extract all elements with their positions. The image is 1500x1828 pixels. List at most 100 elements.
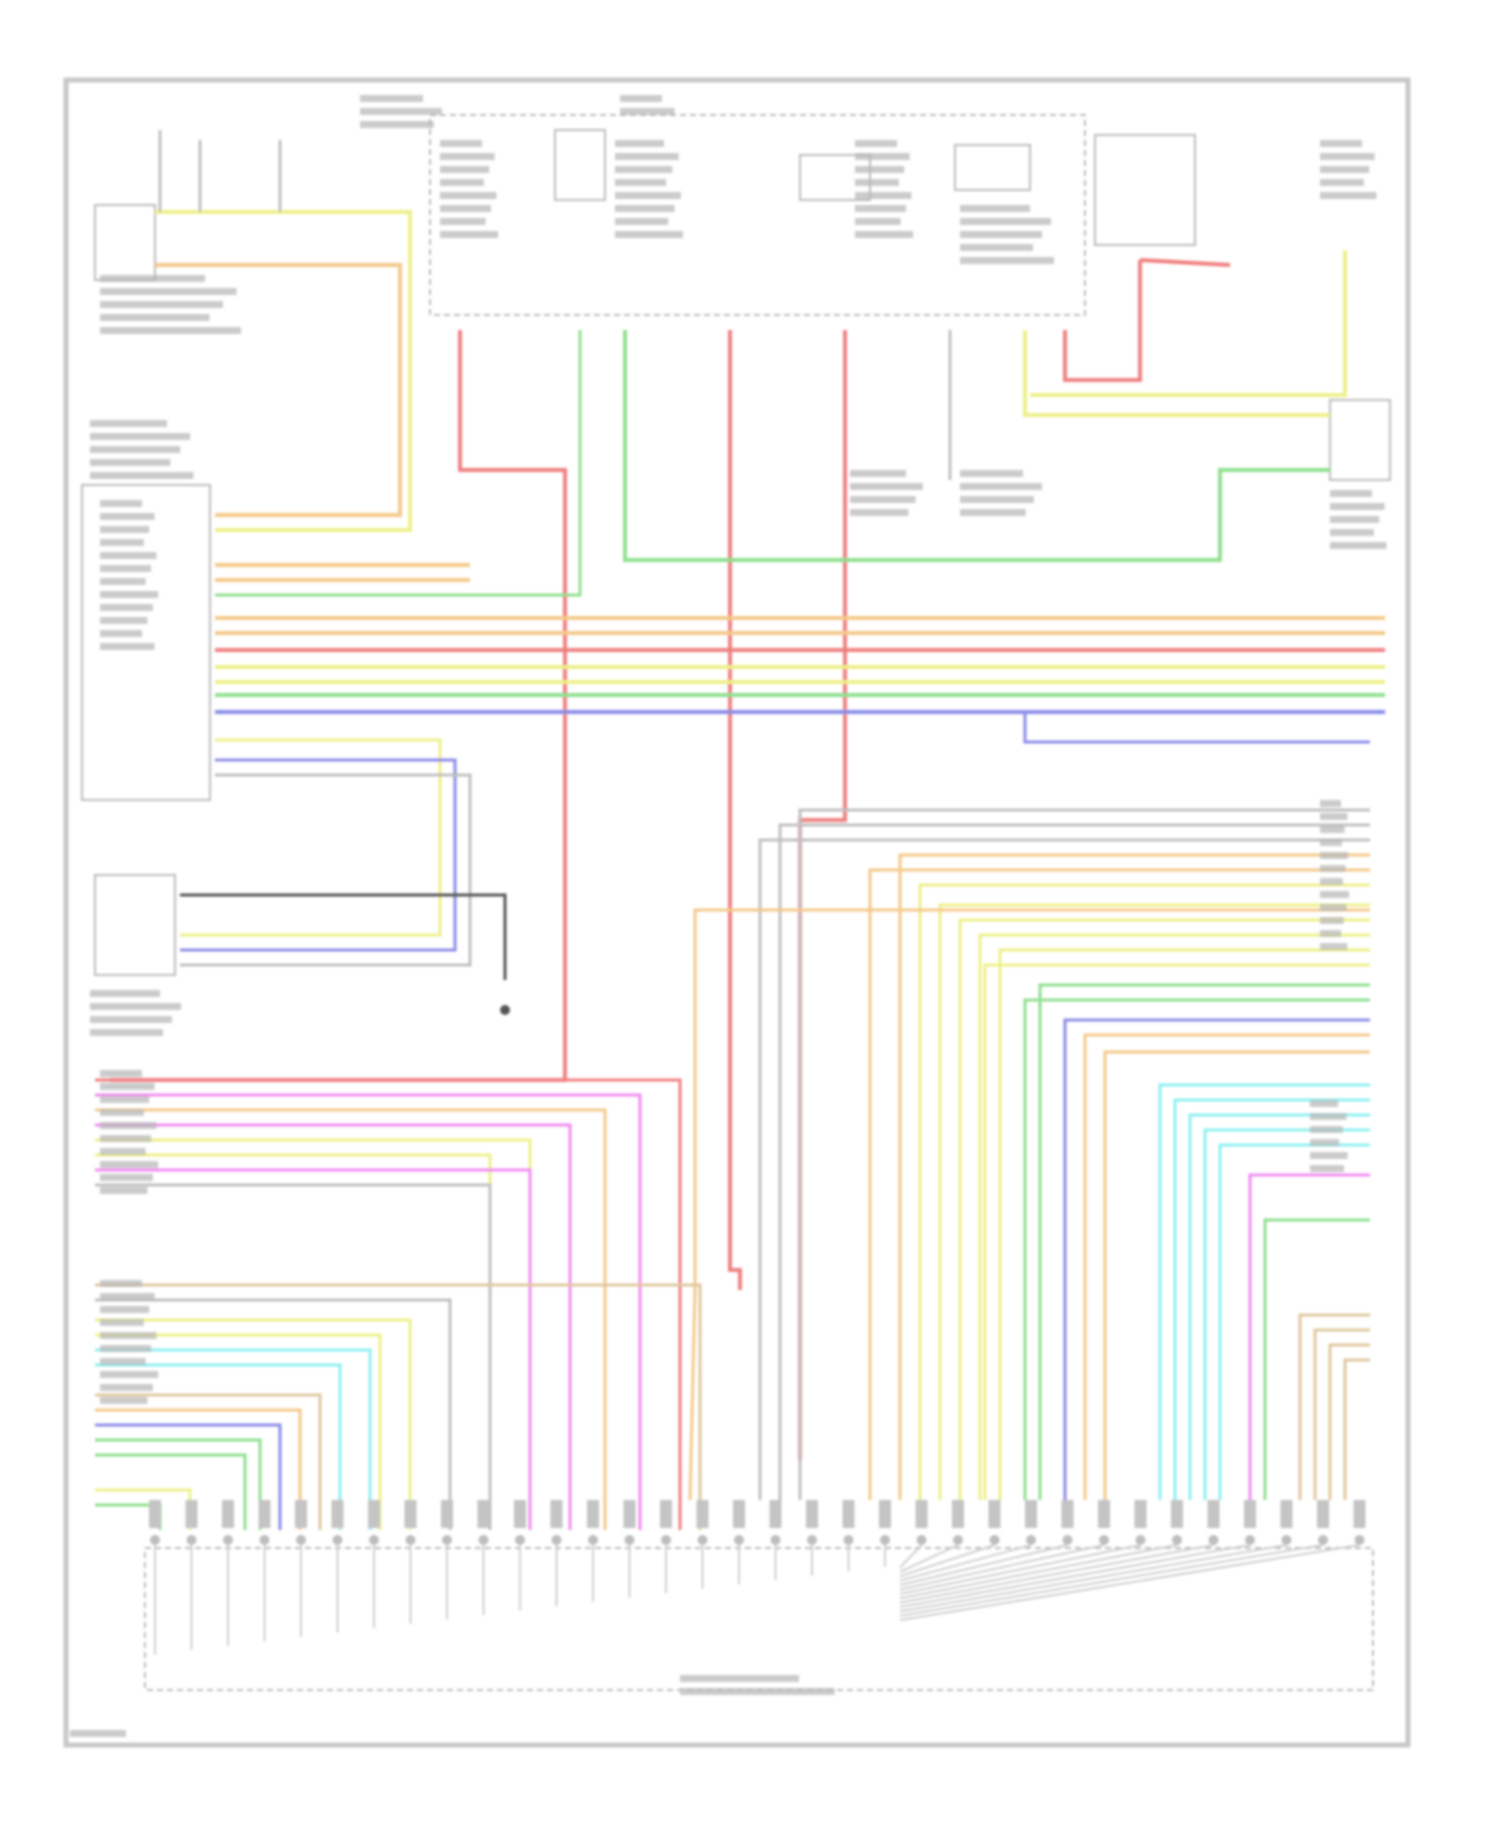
label-text [100, 1280, 142, 1287]
connector-pin [1098, 1500, 1110, 1528]
connector-pin [952, 1500, 964, 1528]
connector-pin [514, 1500, 526, 1528]
diagram-frame [63, 77, 1411, 1748]
label-text [960, 470, 1023, 477]
connector-pin [1280, 1500, 1293, 1528]
terminal-dot [1208, 1535, 1219, 1545]
connector-pin [550, 1500, 563, 1528]
connector-pin [915, 1500, 928, 1528]
terminal-dot [332, 1535, 343, 1545]
label-text [360, 95, 423, 102]
connector-pin [769, 1500, 782, 1528]
label-text [855, 205, 906, 212]
label-text [960, 231, 1042, 238]
wire-blue [95, 1423, 282, 1530]
label-text [850, 483, 923, 490]
label-text [1320, 813, 1348, 820]
wire-black [180, 893, 507, 980]
label-text [1320, 179, 1364, 186]
label-text [850, 496, 916, 503]
label-text [100, 500, 142, 507]
label-text [1320, 839, 1342, 846]
label-text [100, 526, 150, 533]
connector-pin [149, 1500, 161, 1528]
wire-cyan [1158, 1083, 1370, 1500]
ground-wire [899, 1544, 1214, 1604]
wire-yellow [998, 948, 1370, 1500]
label-text [440, 218, 486, 225]
wire-orange [95, 1108, 607, 1530]
wire-cyan [1173, 1098, 1370, 1500]
wire-tan [1328, 1343, 1370, 1500]
label-text [100, 1306, 150, 1313]
ground-wire [899, 1544, 923, 1569]
wire-red [728, 330, 742, 1290]
connector-pin [1353, 1500, 1366, 1528]
ground-wire [899, 1544, 959, 1573]
connector-pin [404, 1500, 417, 1528]
connector-pin [477, 1500, 490, 1528]
label-text [100, 565, 151, 572]
terminal-dot [989, 1535, 1000, 1545]
wire-green [1263, 1218, 1370, 1500]
terminal-dot [186, 1535, 197, 1545]
label-text [440, 153, 495, 160]
label-text [90, 1003, 181, 1010]
label-text [440, 179, 484, 186]
connector-pin [696, 1500, 709, 1528]
connector-pin [1207, 1500, 1220, 1528]
label-text [680, 1675, 799, 1682]
connector-pin [1061, 1500, 1074, 1528]
wire-yellow [978, 933, 1370, 1500]
terminal-dot [770, 1535, 781, 1545]
ground-wire [899, 1544, 1324, 1617]
label-text [855, 179, 899, 186]
component-outline [554, 129, 606, 201]
label-text [855, 218, 901, 225]
label-text [615, 205, 675, 212]
label-text [1330, 529, 1374, 536]
connector-pin [806, 1500, 818, 1528]
label-text [100, 1135, 151, 1142]
wire-cyan [95, 1363, 342, 1530]
wire-red [110, 330, 567, 1082]
terminal-dot [150, 1535, 160, 1545]
wire-yellow [180, 738, 442, 937]
connector-pin [1025, 1500, 1037, 1528]
component-outline [799, 154, 871, 201]
label-text [100, 1345, 151, 1352]
label-text [100, 1070, 142, 1077]
label-text [1320, 878, 1343, 885]
label-text [100, 1187, 148, 1194]
label-text [100, 1174, 153, 1181]
terminal-dot [697, 1535, 708, 1545]
label-text [1320, 166, 1370, 173]
terminal-dot [807, 1535, 817, 1545]
wire-yellow [1030, 250, 1347, 397]
wire-yellow [958, 918, 1370, 1500]
label-text [615, 166, 673, 173]
terminal-dot [1281, 1535, 1292, 1545]
label-text [960, 496, 1034, 503]
wire-pink [1248, 1173, 1370, 1500]
label-text [1330, 516, 1380, 523]
label-text [360, 108, 442, 115]
terminal-dot [259, 1535, 270, 1545]
terminal-dot [1026, 1535, 1036, 1545]
wire-red [798, 330, 847, 1460]
label-text [1320, 943, 1348, 950]
connector-pin [1244, 1500, 1256, 1528]
wire-yellow [983, 963, 1370, 1500]
connector-pin [733, 1500, 745, 1528]
terminal-dot [916, 1535, 927, 1545]
terminal-dot [223, 1535, 233, 1545]
label-text [100, 578, 146, 585]
wire-red [95, 1078, 682, 1530]
label-text [1320, 800, 1341, 807]
wire-pink [95, 1168, 532, 1530]
terminal-dot [953, 1535, 963, 1545]
terminal-dot [296, 1535, 306, 1545]
wire-red [1063, 260, 1142, 382]
label-text [1330, 490, 1372, 497]
wire-gray [778, 823, 1370, 1500]
